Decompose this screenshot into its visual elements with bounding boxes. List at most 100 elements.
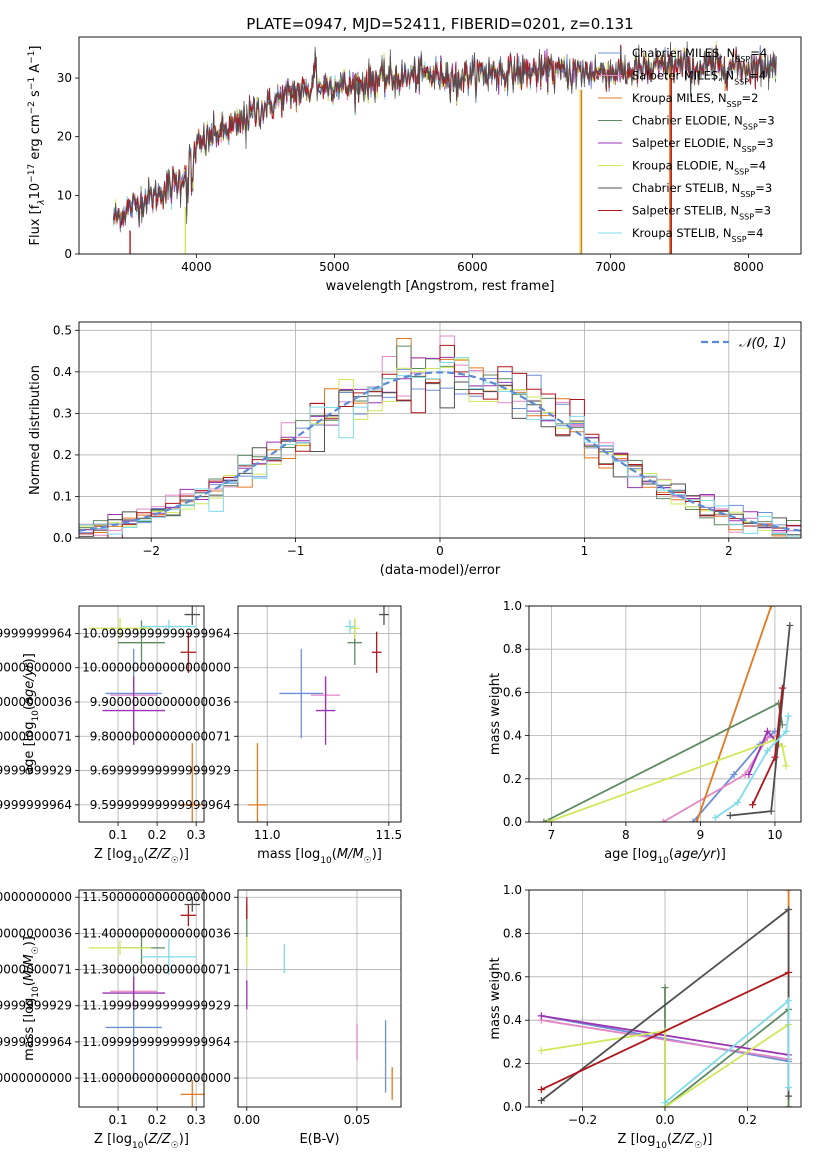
residuals-ytick-label: 0.1	[53, 489, 72, 503]
residuals-ytick-label: 0.0	[53, 531, 72, 545]
weight-line	[541, 971, 789, 1091]
weight-marker	[786, 621, 794, 629]
weight_vs_Z-ylabel: mass weight	[488, 957, 503, 1039]
panel-mass_vs_Z: 0.1 0.2 0.3 11.00000000000000000 11.09999999…	[0, 889, 206, 1151]
normal-curve	[79, 371, 801, 532]
age_vs_Z-ytick-label: 9.59999999999999964	[0, 798, 72, 812]
panel-weight_vs_age: 7 8 9 10 0.0 0.2 0.4 0.6 0.8 1.0 age [log10(age/yr…	[488, 599, 802, 866]
weight_vs_Z-ytick-label: 0.2	[503, 1057, 522, 1071]
weight_vs_age-xtick-label: 8	[622, 828, 630, 842]
weight_vs_age-xlabel: age [log10(age/yr)]	[604, 847, 726, 866]
weight_vs_Z-xtick-label: 0.0	[655, 1113, 674, 1127]
age_vs_mass-frame	[237, 605, 402, 823]
legend-label: Chabrier STELIB, NSSP=3	[632, 181, 772, 199]
weight-marker	[767, 807, 775, 815]
mass_vs_Z-ytick-label: 11.19999999999999929	[0, 999, 72, 1013]
legend-label: Kroupa STELIB, NSSP=4	[632, 226, 763, 244]
mass_vs_Z-plot-area	[79, 890, 204, 1107]
weight_vs_Z-xtick-label: −0.2	[568, 1113, 597, 1127]
mass_vs_EBV-ytick-label: 11.40000000000000036	[82, 926, 231, 940]
age_vs_mass-ytick-label: 9.59999999999999964	[90, 798, 231, 812]
weight_vs_age-xtick-label: 10	[767, 828, 782, 842]
residuals-xtick-label: 0	[436, 544, 444, 558]
weight-line	[543, 701, 784, 822]
age_vs_Z-plot-area	[79, 606, 204, 822]
age_vs_mass-ytick-label: 10.09999999999999964	[82, 626, 231, 640]
residuals-xtick-label: −1	[287, 544, 305, 558]
spectrum-xtick-label: 8000	[733, 260, 764, 274]
mass_vs_Z-ytick-label: 11.30000000000000071	[0, 963, 72, 977]
weight-marker	[730, 770, 738, 778]
panel-age_vs_mass: 11.0 11.5 9.59999999999999964 9.69999999999…	[82, 605, 402, 866]
age_vs_Z-ytick-label: 10.09999999999999964	[0, 626, 72, 640]
mass_vs_EBV-xlabel: E(B-V)	[299, 1132, 339, 1147]
mass_vs_EBV-xtick-label: 0.00	[233, 1113, 260, 1127]
weight-marker	[785, 997, 793, 1005]
spectrum-xlabel: wavelength [Angstrom, rest frame]	[326, 279, 555, 294]
spectrum-plot-area	[113, 41, 777, 254]
age_vs_Z-xlabel: Z [log10(Z/Z☉)]	[94, 847, 189, 866]
weight-marker	[544, 818, 552, 822]
spectrum-ylabel: Flux [fλ10−17 erg cm−2 s−1 A−1]	[27, 46, 47, 246]
age_vs_mass-ytick-label: 10.00000000000000000	[82, 661, 231, 675]
mass_vs_Z-frame	[78, 889, 205, 1108]
legend-label: Salpeter MILES, NSSP=4	[632, 69, 766, 87]
mass_vs_Z-xtick-label: 0.3	[187, 1113, 206, 1127]
weight-marker	[785, 906, 793, 914]
weight_vs_Z-ytick-label: 0.8	[503, 926, 522, 940]
weight-marker	[537, 1047, 545, 1055]
residuals-ytick-label: 0.5	[53, 323, 72, 337]
spectrum-ytick-label: 10	[57, 188, 72, 202]
legend-label: Chabrier ELODIE, NSSP=3	[632, 114, 775, 132]
spectrum-xtick-label: 5000	[319, 260, 350, 274]
age_vs_Z-ytick-label: 9.80000000000000071	[0, 729, 72, 743]
age_vs_Z-xtick-label: 0.2	[148, 828, 167, 842]
weight-marker	[726, 812, 734, 820]
figure-title: PLATE=0947, MJD=52411, FIBERID=0201, z=0…	[246, 15, 633, 33]
residuals-plot-area	[79, 322, 801, 538]
weight-marker	[537, 1096, 545, 1104]
legend-label: Salpeter ELODIE, NSSP=3	[632, 136, 774, 154]
weight-marker	[693, 818, 701, 822]
mass_vs_EBV-xtick-label: 0.05	[344, 1113, 371, 1127]
legend-label: Kroupa ELODIE, NSSP=4	[632, 159, 766, 177]
mass_vs_Z-xtick-label: 0.2	[148, 1113, 167, 1127]
residuals-ytick-label: 0.2	[53, 448, 72, 462]
weight_vs_Z-ytick-label: 0.0	[503, 1100, 522, 1114]
weight-marker	[734, 799, 742, 807]
legend-label: Salpeter STELIB, NSSP=3	[632, 204, 771, 222]
spectrum-xtick-label: 7000	[595, 260, 626, 274]
weight_vs_age-xtick-label: 7	[548, 828, 556, 842]
weight-marker	[767, 606, 775, 610]
panel-spectrum: 4000 5000 6000 7000 8000 0 10 20 30 wavelength [A…	[27, 36, 802, 294]
panel-weight_vs_Z: −0.2 0.0 0.2 0.0 0.2 0.4 0.6 0.8 1.0 Z [log10(Z/Z…	[488, 883, 802, 1151]
mass_vs_EBV-ytick-label: 11.50000000000000000	[82, 890, 231, 904]
weight_vs_Z-plot-area	[529, 890, 801, 1107]
weight_vs_Z-xtick-label: 0.2	[738, 1113, 757, 1127]
weight-marker	[540, 818, 548, 822]
age_vs_mass-ytick-label: 9.69999999999999929	[90, 764, 231, 778]
mass_vs_Z-xlabel: Z [log10(Z/Z☉)]	[94, 1132, 189, 1151]
residuals-xtick-label: −2	[142, 544, 160, 558]
weight-marker	[771, 753, 779, 761]
age_vs_Z-ylabel: age [log10(age/yr)]	[22, 653, 41, 775]
residuals-xtick-label: 1	[581, 544, 589, 558]
weight-marker	[763, 727, 771, 735]
weight-marker	[785, 1092, 793, 1100]
weight_vs_age-frame	[528, 605, 802, 823]
residuals-ylabel: Normed distribution	[28, 365, 43, 495]
age_vs_mass-ytick-label: 9.80000000000000071	[90, 729, 231, 743]
weight_vs_age-xtick-label: 9	[697, 828, 705, 842]
weight-marker	[778, 684, 786, 692]
mass_vs_Z-ytick-label: 11.00000000000000000	[0, 1071, 72, 1085]
panel-age_vs_Z: 0.1 0.2 0.3 9.59999999999999964 9.6999999999…	[0, 605, 206, 866]
weight-marker	[537, 1012, 545, 1020]
weight-marker	[785, 890, 793, 894]
age_vs_mass-plot-area	[238, 606, 401, 822]
weight-marker	[689, 818, 697, 822]
weight-marker	[778, 742, 786, 750]
weight_vs_age-ytick-label: 0.0	[503, 815, 522, 829]
weight_vs_age-ytick-label: 0.6	[503, 685, 522, 699]
age_vs_Z-ytick-label: 9.69999999999999929	[0, 764, 72, 778]
weight_vs_age-ytick-label: 0.4	[503, 729, 522, 743]
